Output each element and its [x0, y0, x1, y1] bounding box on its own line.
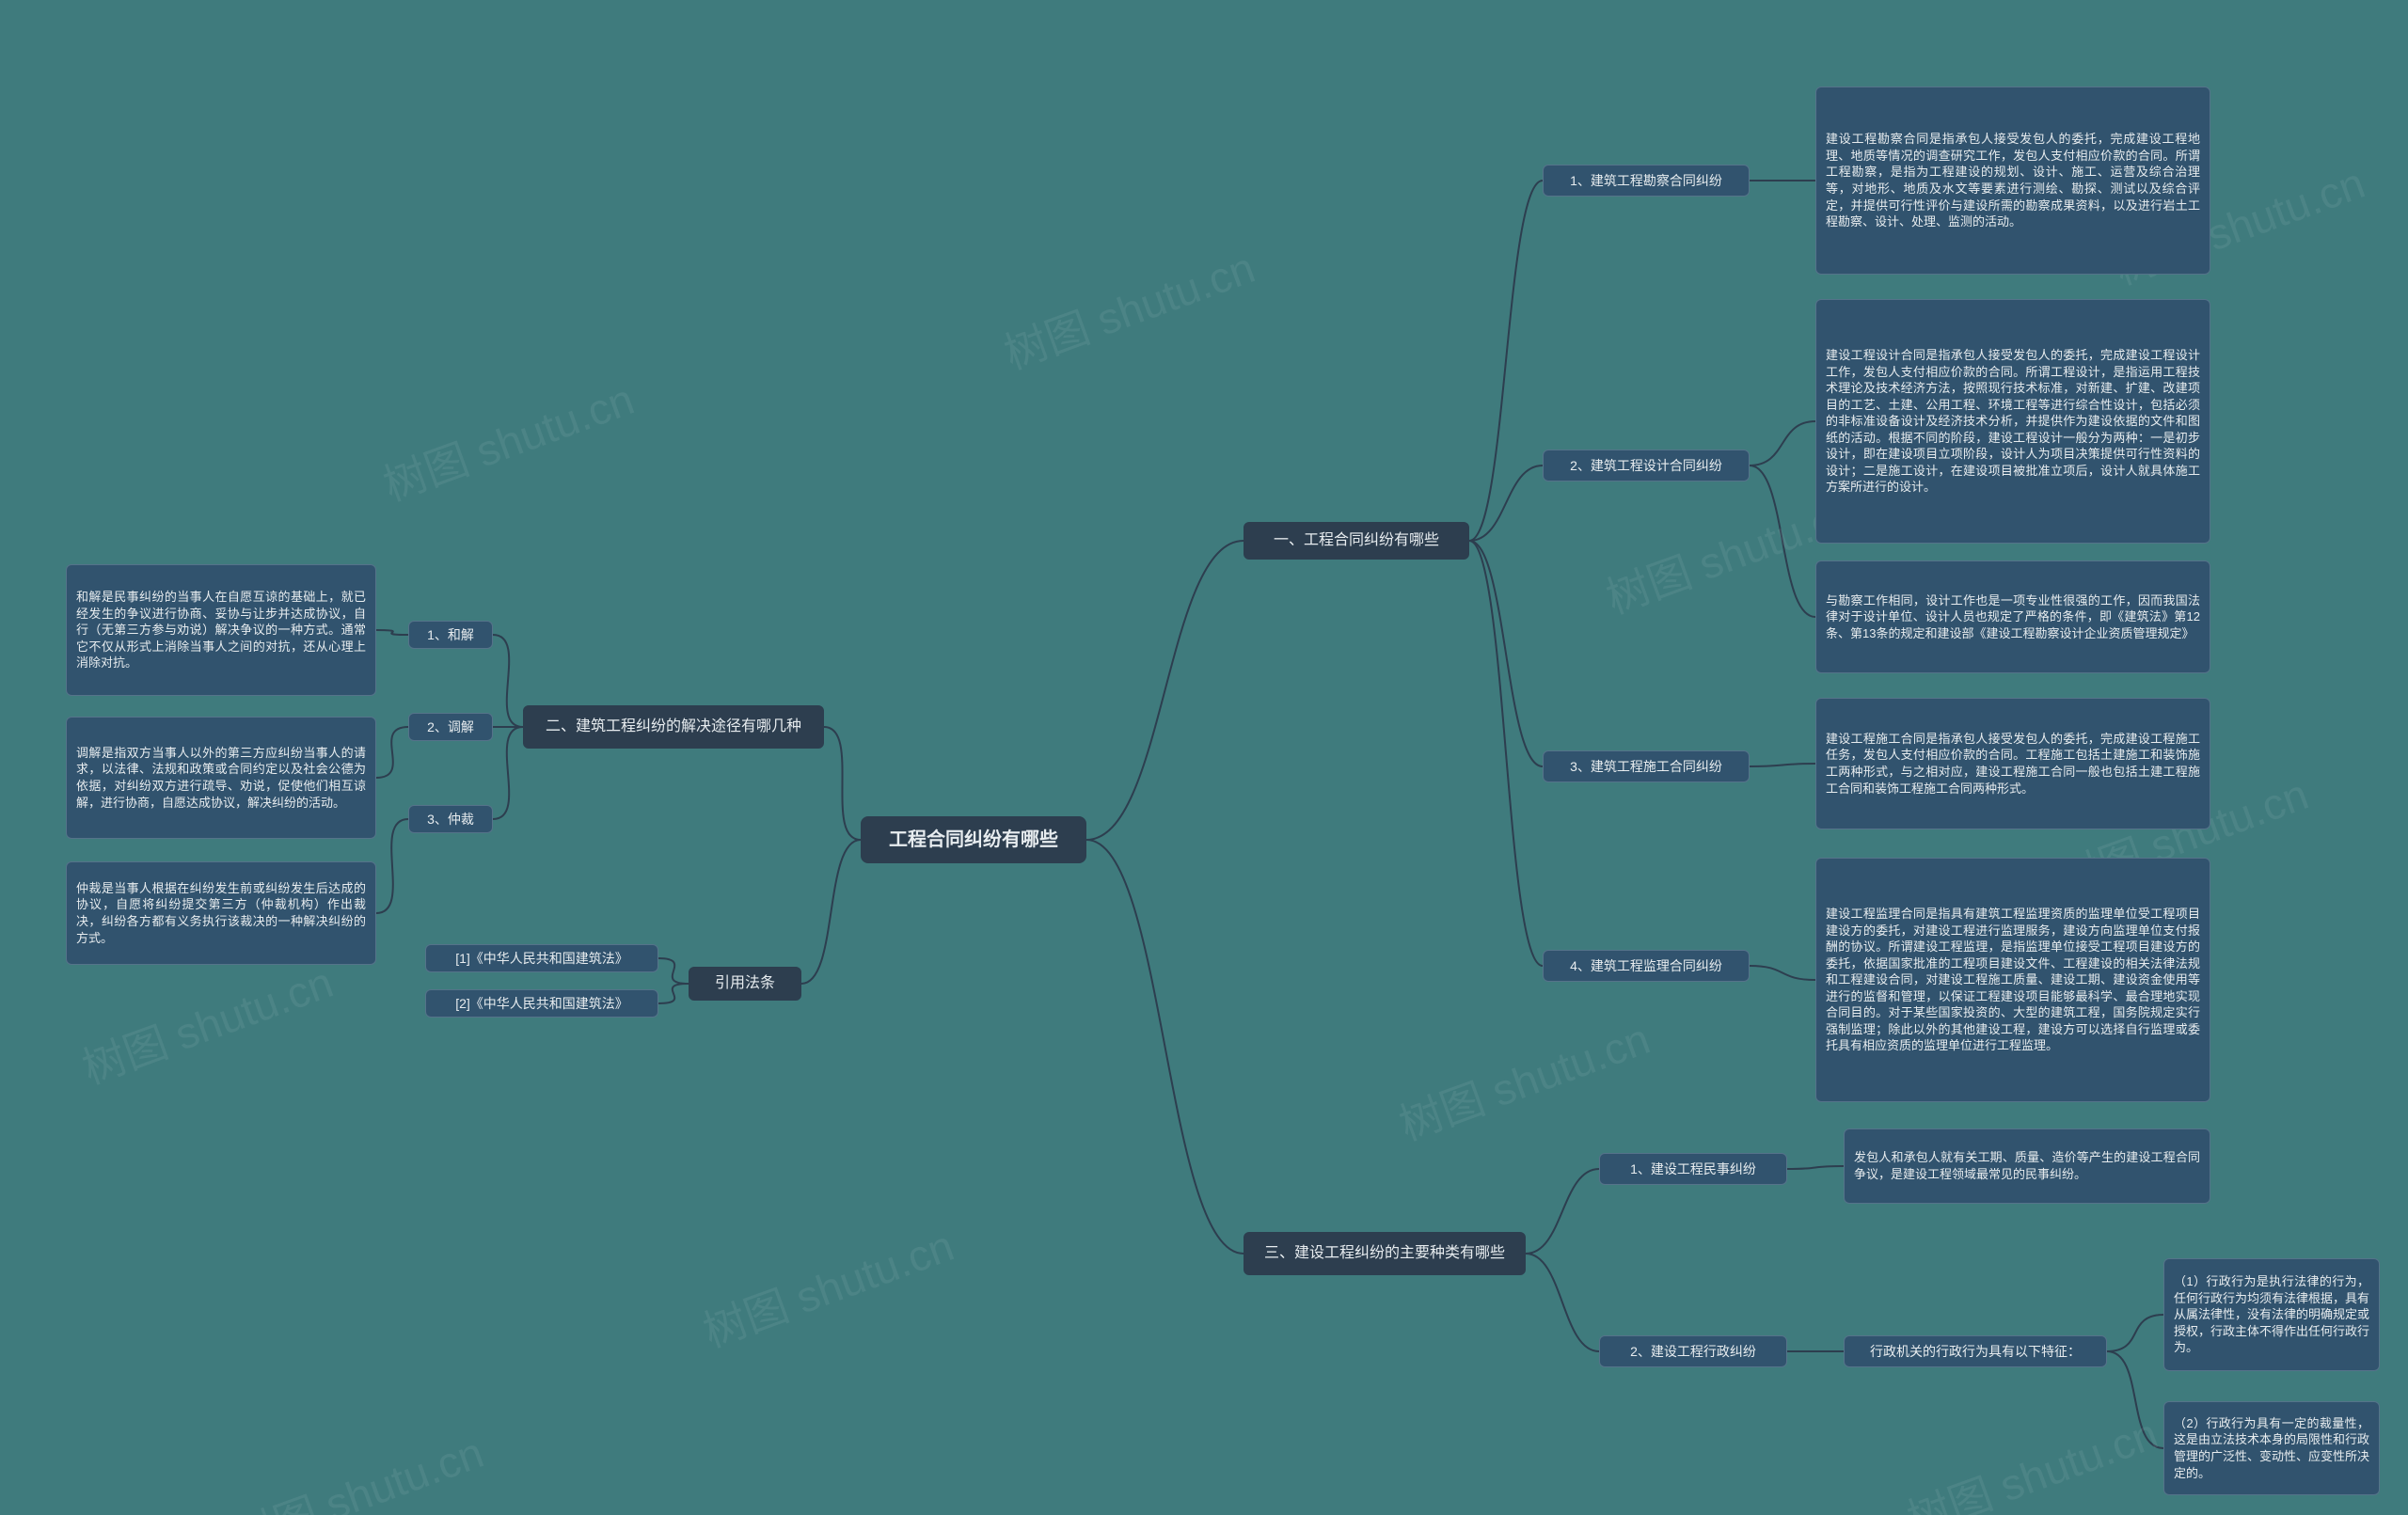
mindmap-node-b2[interactable]: 二、建筑工程纠纷的解决途径有哪几种 [523, 705, 824, 749]
watermark: 树图 shutu.cn [1389, 1005, 1656, 1153]
watermark: 树图 shutu.cn [693, 1212, 960, 1360]
node-label: （2）行政行为具有一定的裁量性，这是由立法技术本身的局限性和行政管理的广泛性、变… [2174, 1415, 2369, 1481]
node-label: 2、建筑工程设计合同纠纷 [1570, 457, 1722, 475]
edge [493, 727, 523, 819]
node-label: 一、工程合同纠纷有哪些 [1274, 530, 1439, 551]
node-label: [1]《中华人民共和国建筑法》 [455, 950, 628, 968]
watermark: 树图 shutu.cn [72, 949, 340, 1097]
mindmap-node-b2_2d[interactable]: 调解是指双方当事人以外的第三方应纠纷当事人的请求，以法律、法规和政策或合同约定以… [66, 717, 376, 839]
mindmap-node-b1_2[interactable]: 2、建筑工程设计合同纠纷 [1543, 450, 1750, 481]
edge [1469, 541, 1543, 966]
mindmap-node-b3_2d1[interactable]: （1）行政行为是执行法律的行为，任何行政行为均须有法律根据，具有从属法律性，没有… [2163, 1258, 2380, 1371]
edge [1086, 541, 1244, 840]
node-label: 1、和解 [427, 626, 474, 644]
edge [2107, 1315, 2163, 1351]
watermark: 树图 shutu.cn [1897, 1400, 2164, 1515]
mindmap-node-b1_2d1[interactable]: 建设工程设计合同是指承包人接受发包人的委托，完成建设工程设计工作，发包人支付相应… [1815, 299, 2210, 544]
mindmap-canvas: 树图 shutu.cn 树图 shutu.cn 树图 shutu.cn 树图 shut… [0, 0, 2408, 1515]
mindmap-node-b1_2d2[interactable]: 与勘察工作相同，设计工作也是一项专业性很强的工作，因而我国法律对于设计单位、设计… [1815, 560, 2210, 673]
edge [658, 984, 689, 1003]
edge [1469, 466, 1543, 541]
node-label: 3、建筑工程施工合同纠纷 [1570, 758, 1722, 776]
node-label: 与勘察工作相同，设计工作也是一项专业性很强的工作，因而我国法律对于设计单位、设计… [1826, 592, 2200, 642]
edge [1086, 840, 1244, 1254]
watermark: 树图 shutu.cn [373, 366, 641, 513]
mindmap-node-b4_2[interactable]: [2]《中华人民共和国建筑法》 [425, 989, 658, 1018]
node-label: 和解是民事纠纷的当事人在自愿互谅的基础上，就已经发生的争议进行协商、妥协与让步并… [76, 589, 366, 671]
node-label: 2、调解 [427, 718, 474, 736]
edge [1750, 466, 1815, 617]
mindmap-node-b2_2[interactable]: 2、调解 [408, 713, 493, 741]
mindmap-node-b3_1d[interactable]: 发包人和承包人就有关工期、质量、造价等产生的建设工程合同争议，是建设工程领域最常… [1844, 1128, 2210, 1204]
node-label: 4、建筑工程监理合同纠纷 [1570, 957, 1722, 975]
node-label: 1、建筑工程勘察合同纠纷 [1570, 172, 1722, 190]
mindmap-node-b4_1[interactable]: [1]《中华人民共和国建筑法》 [425, 944, 658, 972]
node-label: 1、建设工程民事纠纷 [1630, 1160, 1756, 1178]
mindmap-node-b3_1[interactable]: 1、建设工程民事纠纷 [1599, 1153, 1787, 1185]
mindmap-node-b1_1[interactable]: 1、建筑工程勘察合同纠纷 [1543, 165, 1750, 197]
mindmap-node-b1[interactable]: 一、工程合同纠纷有哪些 [1244, 522, 1469, 560]
node-label: 三、建设工程纠纷的主要种类有哪些 [1264, 1243, 1505, 1264]
edge [2107, 1351, 2163, 1448]
edge [1469, 181, 1543, 541]
edge [1787, 1166, 1844, 1169]
watermark: 树图 shutu.cn [994, 234, 1261, 382]
edge [1526, 1254, 1599, 1351]
edge [1750, 421, 1815, 466]
watermark: 树图 shutu.cn [223, 1419, 490, 1515]
edge [493, 635, 523, 727]
edge [801, 840, 861, 984]
node-label: 引用法条 [715, 973, 775, 994]
node-label: 建设工程施工合同是指承包人接受发包人的委托，完成建设工程施工任务，发包人支付相应… [1826, 731, 2200, 797]
node-label: 建设工程勘察合同是指承包人接受发包人的委托，完成建设工程地理、地质等情况的调查研… [1826, 131, 2200, 229]
edge [376, 630, 408, 635]
mindmap-node-b2_3[interactable]: 3、仲裁 [408, 805, 493, 833]
node-label: 仲裁是当事人根据在纠纷发生前或纠纷发生后达成的协议，自愿将纠纷提交第三方（仲裁机… [76, 880, 366, 946]
node-label: （1）行政行为是执行法律的行为，任何行政行为均须有法律根据，具有从属法律性，没有… [2174, 1273, 2369, 1356]
edge [1469, 541, 1543, 766]
edge [1750, 764, 1815, 766]
mindmap-node-b3[interactable]: 三、建设工程纠纷的主要种类有哪些 [1244, 1232, 1526, 1275]
edge [376, 819, 408, 913]
mindmap-node-b1_3[interactable]: 3、建筑工程施工合同纠纷 [1543, 750, 1750, 782]
mindmap-node-b2_1[interactable]: 1、和解 [408, 621, 493, 649]
node-label: 二、建筑工程纠纷的解决途径有哪几种 [546, 717, 801, 737]
node-label: 建设工程监理合同是指具有建筑工程监理资质的监理单位受工程项目建设方的委托，对建设… [1826, 906, 2200, 1054]
node-label: 调解是指双方当事人以外的第三方应纠纷当事人的请求，以法律、法规和政策或合同约定以… [76, 745, 366, 811]
mindmap-node-b3_2m[interactable]: 行政机关的行政行为具有以下特征： [1844, 1335, 2107, 1367]
node-label: 3、仲裁 [427, 811, 474, 829]
node-label: 工程合同纠纷有哪些 [889, 828, 1058, 853]
edge [1526, 1169, 1599, 1254]
mindmap-node-b1_4d[interactable]: 建设工程监理合同是指具有建筑工程监理资质的监理单位受工程项目建设方的委托，对建设… [1815, 858, 2210, 1102]
mindmap-node-root[interactable]: 工程合同纠纷有哪些 [861, 816, 1086, 863]
node-label: 发包人和承包人就有关工期、质量、造价等产生的建设工程合同争议，是建设工程领域最常… [1854, 1149, 2200, 1182]
edge [376, 727, 408, 778]
mindmap-node-b1_1d[interactable]: 建设工程勘察合同是指承包人接受发包人的委托，完成建设工程地理、地质等情况的调查研… [1815, 87, 2210, 275]
mindmap-node-b3_2[interactable]: 2、建设工程行政纠纷 [1599, 1335, 1787, 1367]
mindmap-node-b1_3d[interactable]: 建设工程施工合同是指承包人接受发包人的委托，完成建设工程施工任务，发包人支付相应… [1815, 698, 2210, 829]
edge [1750, 966, 1815, 980]
mindmap-node-b2_1d[interactable]: 和解是民事纠纷的当事人在自愿互谅的基础上，就已经发生的争议进行协商、妥协与让步并… [66, 564, 376, 696]
mindmap-node-b1_4[interactable]: 4、建筑工程监理合同纠纷 [1543, 950, 1750, 982]
node-label: [2]《中华人民共和国建筑法》 [455, 995, 628, 1013]
mindmap-node-b3_2d2[interactable]: （2）行政行为具有一定的裁量性，这是由立法技术本身的局限性和行政管理的广泛性、变… [2163, 1401, 2380, 1495]
edge [658, 958, 689, 984]
node-label: 建设工程设计合同是指承包人接受发包人的委托，完成建设工程设计工作，发包人支付相应… [1826, 347, 2200, 496]
edge [824, 727, 861, 840]
node-label: 行政机关的行政行为具有以下特征： [1870, 1343, 2081, 1361]
mindmap-node-b4[interactable]: 引用法条 [689, 967, 801, 1001]
node-label: 2、建设工程行政纠纷 [1630, 1343, 1756, 1361]
mindmap-node-b2_3d[interactable]: 仲裁是当事人根据在纠纷发生前或纠纷发生后达成的协议，自愿将纠纷提交第三方（仲裁机… [66, 861, 376, 965]
